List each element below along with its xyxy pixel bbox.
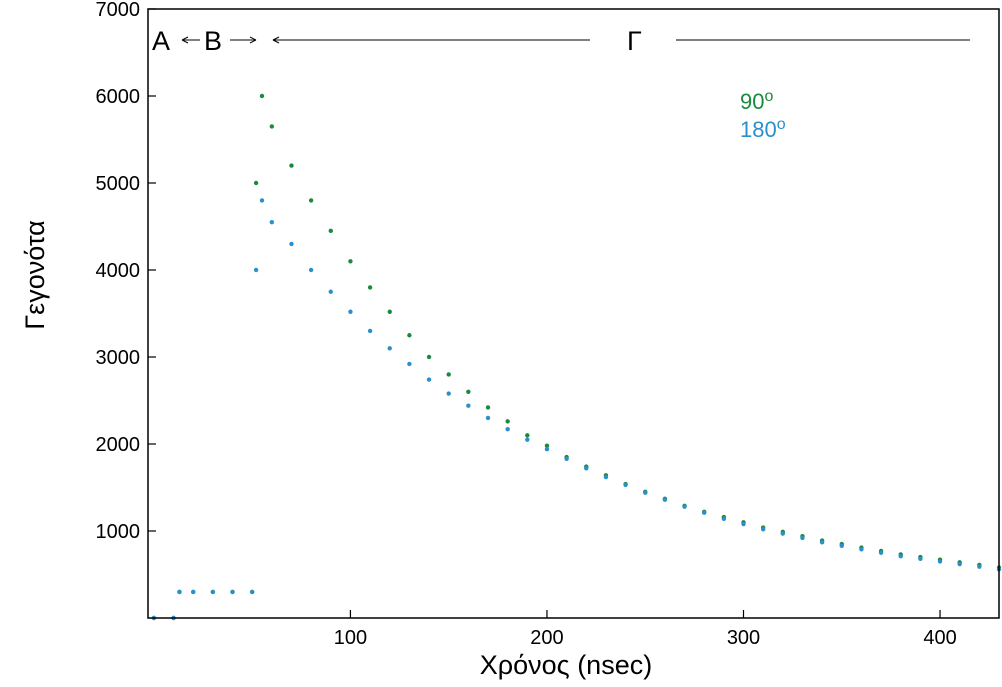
- legend-180-sup: o: [777, 116, 786, 133]
- point-90: [387, 309, 392, 314]
- point-180: [702, 510, 707, 515]
- x-axis-ticks: 100 200 300 400: [334, 610, 957, 649]
- point-90: [544, 443, 550, 448]
- point-180: [191, 589, 196, 595]
- point-180: [878, 550, 884, 555]
- point-180: [367, 328, 373, 334]
- point-90: [308, 198, 314, 203]
- point-180: [603, 474, 609, 480]
- point-180: [760, 527, 766, 532]
- x-tick-label: 200: [530, 627, 563, 649]
- point-180: [446, 391, 451, 396]
- point-180: [839, 543, 844, 548]
- point-180: [800, 535, 805, 541]
- legend-90-sup: o: [764, 88, 773, 105]
- y-tick-label: 6000: [96, 86, 141, 108]
- point-180: [177, 589, 182, 595]
- point-90: [525, 433, 530, 438]
- point-180: [249, 589, 255, 595]
- point-180: [485, 415, 491, 421]
- point-180: [564, 456, 569, 461]
- point-180: [584, 466, 589, 471]
- point-180: [780, 531, 786, 536]
- point-180: [210, 589, 216, 595]
- x-tick-label: 300: [727, 627, 760, 649]
- y-tick-label: 3000: [96, 347, 141, 369]
- y-tick-label: 7000: [96, 0, 141, 21]
- point-90: [446, 372, 451, 377]
- point-180: [426, 377, 432, 382]
- region-b-label: B: [204, 26, 222, 56]
- y-tick-label: 1000: [96, 521, 141, 543]
- point-180: [289, 241, 294, 247]
- point-180: [643, 490, 648, 495]
- point-180: [259, 198, 265, 203]
- x-tick-label: 100: [334, 627, 367, 649]
- region-b-arrowhead: [249, 36, 257, 44]
- point-180: [898, 554, 903, 559]
- point-180: [269, 219, 275, 225]
- point-180: [407, 361, 412, 367]
- point-180: [682, 504, 687, 509]
- legend-180: 180o: [740, 116, 786, 142]
- point-180: [741, 521, 746, 527]
- point-90: [289, 163, 294, 168]
- point-180: [308, 267, 314, 273]
- point-180: [859, 547, 864, 552]
- region-c-arrowhead: [272, 36, 280, 44]
- data-points-layer: [151, 93, 1002, 621]
- point-180: [662, 497, 668, 502]
- point-180: [819, 540, 825, 545]
- point-180: [937, 559, 943, 564]
- point-90: [367, 285, 373, 290]
- point-90: [259, 93, 265, 99]
- y-axis-ticks: 1000 2000 3000 4000 5000 6000 7000: [96, 0, 156, 543]
- point-90: [505, 419, 510, 424]
- point-90: [253, 180, 259, 186]
- point-180: [328, 289, 333, 294]
- region-c-label: Γ: [627, 26, 642, 56]
- point-180: [253, 267, 259, 273]
- point-180: [230, 589, 235, 595]
- point-180: [957, 561, 962, 567]
- point-90: [485, 405, 491, 410]
- point-180: [387, 346, 392, 351]
- region-a-arrowhead: [181, 36, 189, 44]
- legend: 90o 180o: [740, 88, 786, 142]
- point-90: [269, 124, 275, 129]
- point-90: [348, 259, 353, 264]
- y-tick-label: 2000: [96, 434, 141, 456]
- point-180: [505, 427, 510, 432]
- point-90: [407, 333, 412, 338]
- point-180: [348, 309, 353, 314]
- point-90: [426, 354, 432, 360]
- point-180: [918, 556, 923, 562]
- point-90: [328, 228, 333, 234]
- point-180: [623, 482, 628, 488]
- x-axis-title: Χρόνος (nsec): [480, 650, 652, 680]
- y-tick-label: 4000: [96, 260, 141, 282]
- legend-90-base: 90: [740, 89, 764, 114]
- region-a-label: A: [152, 26, 170, 56]
- y-tick-label: 5000: [96, 173, 141, 195]
- plot-frame: [147, 8, 1000, 619]
- point-180: [525, 437, 530, 442]
- legend-90: 90o: [740, 88, 773, 114]
- point-180: [466, 403, 471, 408]
- point-180: [977, 564, 982, 569]
- point-180: [721, 516, 727, 522]
- point-180: [544, 447, 550, 452]
- y-axis-title: Γεγονότα: [20, 220, 50, 329]
- point-90: [466, 389, 471, 394]
- legend-180-base: 180: [740, 117, 777, 142]
- x-tick-label: 400: [923, 627, 956, 649]
